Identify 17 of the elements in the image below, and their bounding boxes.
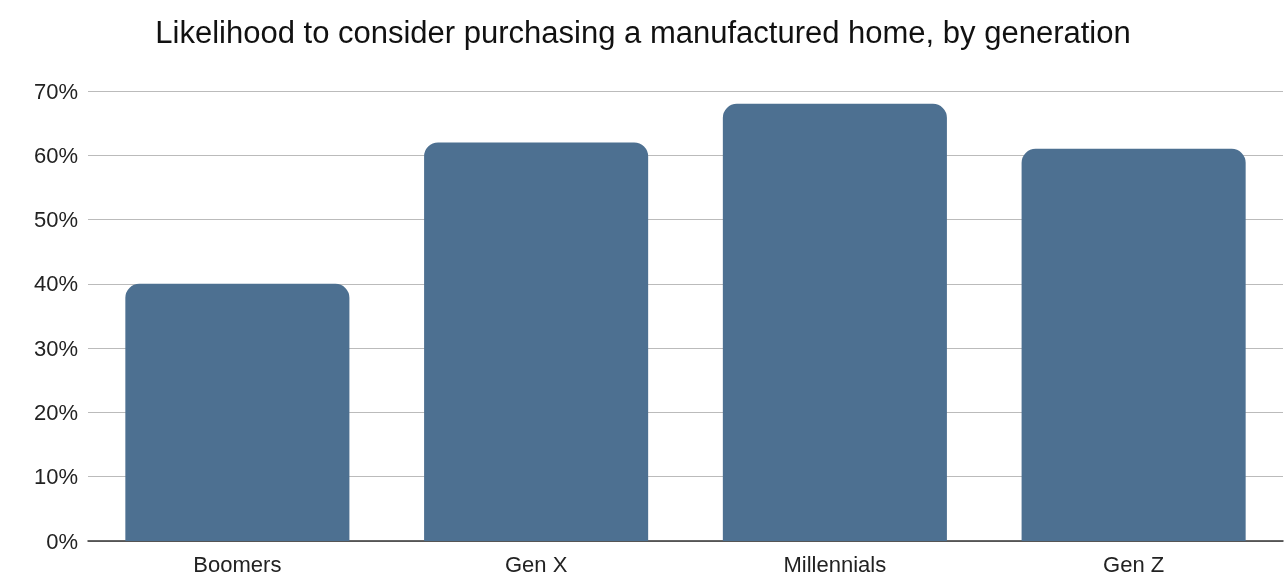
chart-title: Likelihood to consider purchasing a manufactured home, by generation (155, 15, 1131, 50)
y-tick-label: 70% (33, 78, 78, 104)
y-tick-label: 40% (33, 271, 78, 297)
y-tick-label: 10% (33, 464, 78, 490)
x-tick-label: Millennials (783, 551, 887, 577)
x-tick-label: Gen X (504, 551, 568, 577)
x-tick-label: Boomers (193, 551, 282, 577)
y-tick-label: 30% (33, 335, 78, 361)
bar (424, 142, 649, 541)
y-tick-label: 20% (33, 399, 78, 425)
x-tick-label: Gen Z (1103, 551, 1165, 577)
y-tick-label: 60% (33, 142, 78, 168)
bar (722, 103, 947, 541)
y-tick-label: 50% (33, 207, 78, 233)
bar (125, 283, 350, 541)
y-tick-label: 0% (46, 528, 78, 554)
bar (1021, 148, 1246, 541)
